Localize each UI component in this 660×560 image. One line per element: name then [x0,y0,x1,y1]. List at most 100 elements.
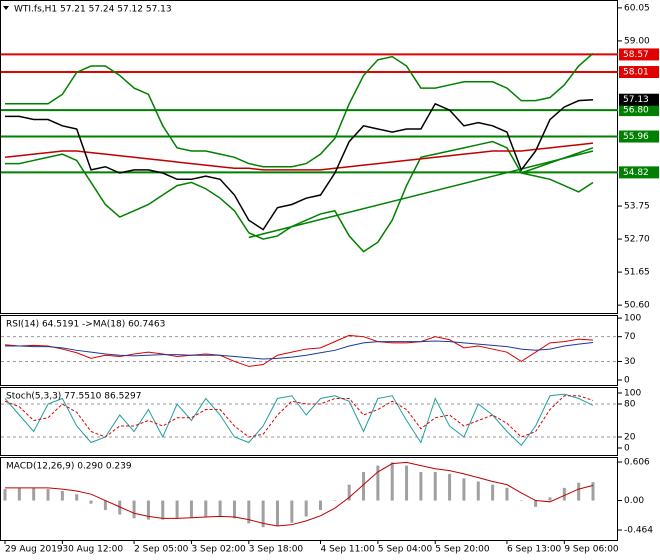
panel-title: WTI.fs,H1 57.21 57.24 57.12 57.13 [14,5,172,15]
x-tick-label: 5 Sep 20:00 [435,545,490,555]
histogram-bar [347,484,351,501]
panel-title: MACD(12,26,9) 0.290 0.239 [6,462,132,472]
histogram-bar [405,465,409,501]
y-tick-label: 53.75 [624,202,650,212]
y-tick-label: 0 [624,444,630,454]
histogram-bar [333,500,337,502]
trendline [521,147,594,174]
y-tick-label: 52.70 [624,235,650,245]
y-tick-label: 0 [624,376,630,386]
y-tick-label: 50.60 [624,301,650,311]
x-tick-label: 6 Sep 13:00 [507,545,562,555]
y-tick-label: 51.65 [624,268,650,278]
series-line [5,98,594,231]
histogram-bar [118,500,122,515]
x-tick-label: 2 Sep 05:00 [134,545,189,555]
histogram-bar [161,500,165,520]
y-tick-label: 59.00 [624,36,650,46]
series-line [4,395,594,438]
histogram-bar [290,500,294,523]
x-tick-label: 4 Sep 11:00 [321,545,376,555]
histogram-bar [75,494,79,501]
level-label-box [619,166,659,179]
histogram-bar [32,487,36,501]
histogram-bar [390,462,394,501]
level-label: 58.57 [623,50,649,60]
histogram-bar [577,482,581,501]
y-tick-label: 80 [624,400,636,410]
x-tick-label: 9 Sep 06:00 [564,545,619,555]
trendline [248,150,594,239]
series-line [5,340,594,360]
series-line [5,140,594,253]
level-label-box [619,104,659,117]
histogram-bar [103,500,107,511]
histogram-bar [433,471,437,501]
histogram-bar [476,481,480,501]
histogram-bar [548,497,552,501]
level-label: 55.96 [623,132,649,142]
y-tick-label: 0.00 [624,496,644,506]
histogram-bar [362,471,366,501]
histogram-bar [462,478,466,501]
y-tick-label: 30 [624,357,636,367]
series-line [5,52,594,168]
histogram-bar [146,500,150,520]
panel-frame [0,0,618,314]
series-line [4,393,594,447]
last-price-label: 57.13 [623,95,649,105]
histogram-bar [419,471,423,501]
level-label: 56.80 [623,106,649,116]
histogram-bar [448,473,452,501]
last-price-box [619,93,659,106]
histogram-bar [247,500,251,524]
histogram-bar [204,500,208,517]
histogram-bar [304,500,308,517]
level-label: 54.82 [623,168,649,178]
histogram-bar [175,500,179,519]
series-line [4,334,594,367]
histogram-bar [261,500,265,528]
panel-frame [0,315,618,386]
histogram-bar [591,482,595,501]
panel-frame [0,457,618,541]
series-line [4,142,594,171]
y-tick-label: 0.606 [624,458,650,468]
histogram-bar [218,500,222,516]
series-line [5,461,594,527]
histogram-bar [505,487,509,501]
title-marker [3,6,9,10]
histogram-bar [17,487,21,501]
level-label-box [619,130,659,143]
x-tick-label: 30 Aug 12:00 [62,545,123,555]
histogram-bar [189,500,193,518]
x-tick-label: 3 Sep 02:00 [191,545,246,555]
panel-frame [0,387,618,456]
panel-title: Stoch(5,3,3) 77.5510 86.5297 [6,392,141,402]
y-tick-label: -0.464 [624,526,653,536]
y-tick-label: 100 [624,314,641,324]
histogram-bar [519,500,523,502]
x-tick-label: 29 Aug 2019 [5,545,63,555]
level-label-box [619,48,659,61]
x-tick-label: 5 Sep 04:00 [378,545,433,555]
panel-title: RSI(14) 64.5191 ->MA(18) 60.7463 [6,320,165,330]
histogram-bar [60,491,64,501]
histogram-bar [232,500,236,519]
y-tick-label: 60.05 [624,3,650,13]
histogram-bar [275,500,279,526]
histogram-bar [376,465,380,501]
level-label: 58.01 [623,68,649,78]
y-tick-label: 100 [624,388,641,398]
x-tick-label: 3 Sep 18:00 [249,545,304,555]
histogram-bar [491,484,495,501]
histogram-bar [319,500,323,511]
histogram-bar [534,500,538,507]
y-tick-label: 70 [624,332,636,342]
level-label-box [619,66,659,79]
histogram-bar [562,487,566,501]
histogram-bar [132,500,136,519]
histogram-bar [46,489,50,501]
